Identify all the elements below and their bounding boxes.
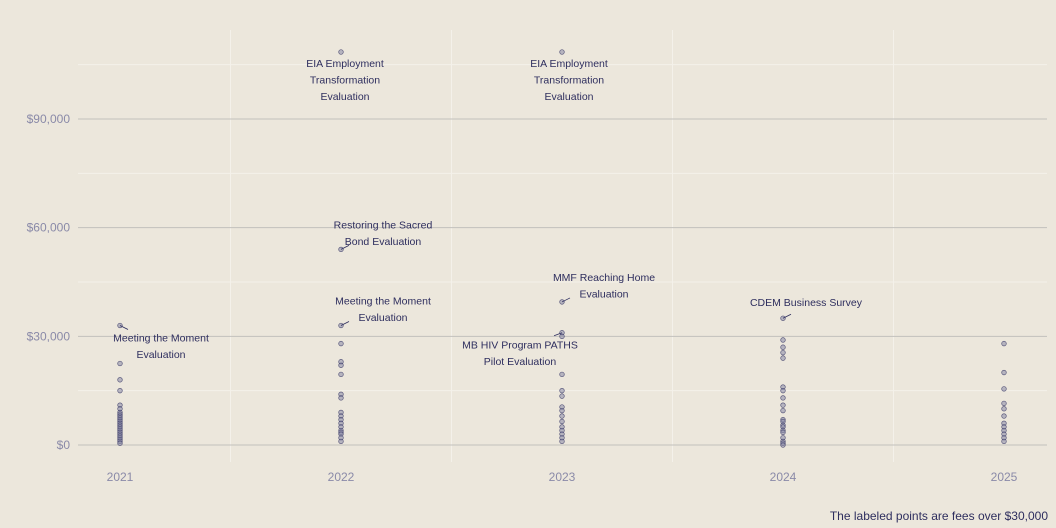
- annotation-leader: [782, 313, 792, 319]
- data-point: [780, 355, 786, 361]
- y-tick-label: $90,000: [27, 112, 71, 126]
- data-point: [559, 418, 565, 425]
- annotation-label: Meeting the Moment: [113, 332, 209, 344]
- data-point: [1001, 413, 1007, 419]
- data-point: [338, 49, 344, 55]
- annotation-label: Evaluation: [136, 349, 185, 361]
- data-point: [338, 438, 344, 445]
- x-tick-label: 2021: [107, 470, 134, 484]
- data-point: [338, 362, 344, 368]
- x-tick-label: 2022: [328, 470, 355, 484]
- data-point: [559, 299, 565, 305]
- annotation-label: EIA Employment: [306, 58, 384, 70]
- annotation-label: Evaluation: [579, 288, 628, 300]
- data-point: [117, 377, 123, 383]
- data-point: [559, 371, 565, 378]
- data-point: [338, 340, 344, 347]
- annotation-leader: [340, 245, 350, 250]
- annotation-label: Transformation: [310, 74, 380, 86]
- data-point: [559, 413, 565, 419]
- data-point: [1001, 406, 1007, 412]
- data-point: [780, 344, 786, 350]
- data-point: [559, 407, 565, 414]
- data-point: [780, 442, 786, 448]
- annotation-label: MB HIV Program PATHS: [462, 340, 578, 352]
- data-point: [338, 395, 344, 401]
- data-point: [780, 429, 786, 435]
- annotation-label: Transformation: [534, 74, 604, 86]
- annotation-label: MMF Reaching Home: [553, 272, 655, 284]
- x-tick-label: 2023: [549, 470, 576, 484]
- annotation-label: Restoring the Sacred: [334, 219, 433, 231]
- data-point: [1001, 340, 1007, 347]
- annotation-label: EIA Employment: [530, 58, 608, 70]
- data-point: [780, 402, 786, 408]
- data-point: [1001, 438, 1007, 445]
- data-point: [559, 438, 565, 445]
- x-tick-label: 2024: [770, 470, 797, 484]
- data-point: [559, 333, 565, 339]
- data-point: [338, 371, 344, 378]
- data-point: [1001, 369, 1007, 376]
- y-tick-label: $60,000: [27, 221, 71, 235]
- annotation-label: Evaluation: [320, 91, 369, 103]
- data-point: [559, 388, 565, 394]
- data-point: [1001, 400, 1007, 406]
- annotation-label: Pilot Evaluation: [484, 356, 557, 368]
- data-point: [780, 407, 786, 414]
- annotation-label: Meeting the Moment: [335, 295, 431, 307]
- y-tick-label: $0: [57, 438, 71, 452]
- data-point: [117, 440, 123, 446]
- annotation-leader: [553, 332, 563, 337]
- chart-caption: The labeled points are fees over $30,000: [829, 509, 1048, 523]
- data-point: [559, 393, 565, 399]
- y-tick-label: $30,000: [27, 329, 71, 343]
- annotation-label: Evaluation: [544, 91, 593, 103]
- data-point: [780, 337, 786, 343]
- annotation-label: Bond Evaluation: [345, 236, 422, 248]
- x-tick-label: 2025: [991, 470, 1018, 484]
- data-point: [559, 49, 565, 55]
- annotation-label: CDEM Business Survey: [750, 297, 863, 309]
- annotation-leader: [119, 325, 129, 330]
- data-point: [1001, 386, 1007, 392]
- data-point: [780, 388, 786, 394]
- annotation-label: Evaluation: [358, 312, 407, 324]
- data-point: [780, 395, 786, 401]
- annotation-leader: [340, 321, 350, 326]
- data-point: [117, 388, 123, 394]
- annotation-leader: [561, 297, 571, 303]
- data-point: [780, 349, 786, 356]
- data-point: [117, 360, 123, 367]
